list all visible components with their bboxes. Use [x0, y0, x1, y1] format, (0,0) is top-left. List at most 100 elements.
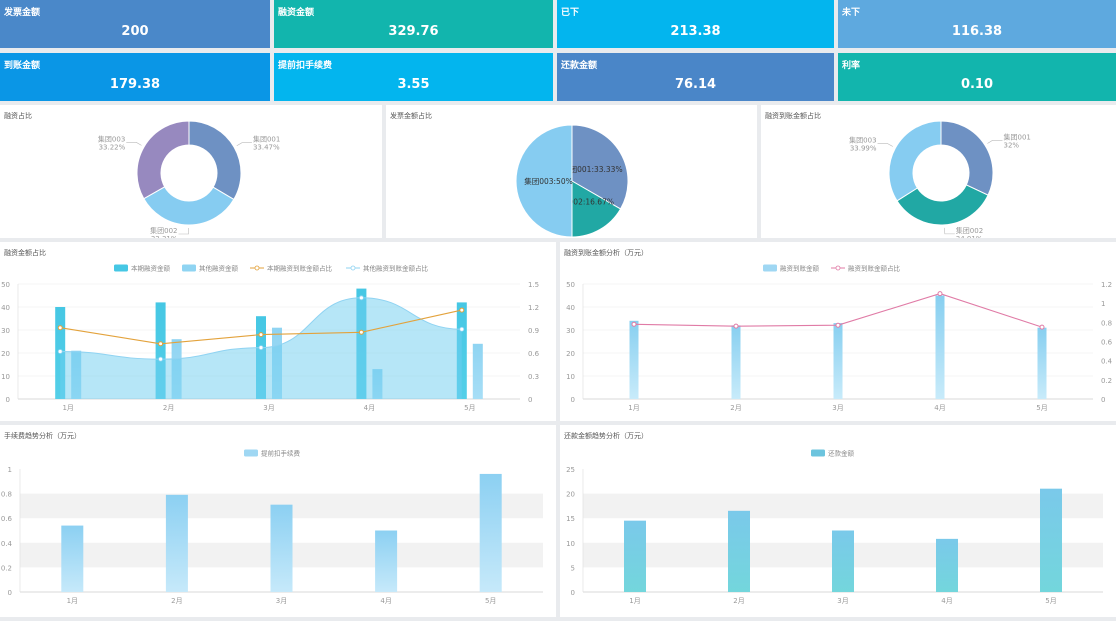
y-tick-label: 0.2 [1, 564, 12, 572]
x-tick-label: 3月 [263, 404, 274, 412]
y2-tick-label: 1.5 [528, 281, 539, 289]
label-line [236, 142, 252, 146]
line-point [1039, 324, 1045, 330]
y-tick-label: 0.8 [1, 491, 12, 499]
pie-slice [571, 180, 622, 238]
pie-slice [940, 120, 994, 196]
legend-label: 其他融资金额 [199, 264, 239, 273]
bar [624, 520, 646, 592]
x-tick-label: 4月 [364, 404, 375, 412]
bar [375, 530, 398, 592]
kpi-label: 发票金额 [4, 8, 41, 18]
y-tick-label: 0.4 [1, 540, 13, 548]
y2-tick-label: 1.2 [528, 304, 539, 312]
label-line [877, 143, 893, 147]
bar [61, 525, 84, 592]
kpi-label: 提前扣手续费 [278, 61, 333, 71]
slice-name: 集团001 [253, 135, 280, 144]
y-tick-label: 0 [6, 396, 10, 404]
slice-name: 集团002 [956, 226, 983, 235]
legend-label: 本期融资到账金额占比 [267, 264, 333, 273]
label-line [126, 142, 142, 146]
kpi-card: 还款金额 76.14 [557, 53, 834, 101]
kpi-label: 还款金额 [561, 61, 598, 71]
legend-label: 本期融资金额 [131, 264, 171, 273]
pie-slice [515, 124, 573, 238]
kpi-label: 融资金额 [278, 8, 315, 18]
pie-slice [136, 120, 190, 200]
pie-slice [888, 120, 942, 202]
slice-label: 32% [1004, 141, 1020, 149]
kpi-card: 利率 0.10 [838, 53, 1116, 101]
chart-title: 融资占比 [4, 112, 32, 120]
legend-label: 融资到账金额 [780, 264, 820, 273]
y2-tick-label: 0 [1101, 396, 1105, 404]
x-tick-label: 5月 [464, 404, 475, 412]
legend-label: 提前扣手续费 [261, 449, 301, 458]
label-line [178, 227, 189, 235]
bar [629, 320, 639, 399]
x-tick-label: 2月 [163, 404, 174, 412]
area-point [57, 349, 63, 354]
bar [472, 343, 483, 399]
grid-band [583, 493, 1103, 519]
y-tick-label: 0 [571, 589, 575, 597]
kpi-card: 未下 116.38 [838, 0, 1116, 48]
y2-tick-label: 0 [528, 396, 532, 404]
x-tick-label: 3月 [276, 597, 287, 605]
legend-swatch [763, 264, 777, 272]
pie-slice [896, 184, 989, 226]
line-point [459, 307, 465, 313]
y2-tick-label: 1 [1101, 300, 1105, 308]
slice-label: 集团001:33.33% [562, 164, 622, 174]
kpi-value: 3.55 [397, 77, 430, 92]
chart-title: 手续费趋势分析（万元） [4, 432, 81, 440]
fee-trend-bar-chart: 0 0.2 0.4 0.6 0.8 1 1月 2月 3月 4月 5月 提前扣手续费 [1, 449, 543, 605]
legend-swatch [114, 264, 128, 272]
y-tick-label: 10 [566, 373, 575, 381]
slice-label: 33.31% [151, 235, 178, 238]
y-tick-label: 40 [566, 304, 575, 312]
line-point [835, 322, 841, 328]
x-tick-label: 1月 [628, 404, 639, 412]
financing-amount-combo-chart: 0 10 20 30 40 50 0 0.3 0.6 0.9 1.2 1.5 1月 2月 3月 4月 5月 本期融… [1, 264, 540, 413]
legend-label: 融资到账金额占比 [848, 264, 901, 273]
bar [936, 538, 958, 592]
slice-label: 集团003:50% [524, 176, 573, 186]
y-tick-label: 50 [566, 281, 575, 289]
bar [270, 504, 293, 592]
bar [155, 302, 166, 399]
legend-label: 其他融资到账金额占比 [363, 264, 429, 273]
invoice-share-pie-chart: 集团001:33.33% 集团002:16.67% 集团003:50% [515, 124, 629, 238]
received-analysis-combo-chart: 0 10 20 30 40 50 0 0.2 0.4 0.6 0.8 1 1.2 1月 2月 3月 4月 5月 融资… [566, 264, 1113, 413]
legend-swatch [182, 264, 196, 272]
repayment-trend-panel: 还款金额趋势分析（万元） 0 5 10 15 20 25 1月 2月 3月 4月 5月 还款金额 [560, 425, 1116, 617]
bar [731, 325, 741, 399]
area-point [158, 356, 164, 362]
x-tick-label: 1月 [67, 597, 78, 605]
bar [935, 295, 945, 399]
x-tick-label: 2月 [730, 404, 741, 412]
chart-title: 还款金额趋势分析（万元） [564, 432, 648, 440]
x-tick-label: 1月 [62, 404, 73, 412]
y-tick-label: 40 [1, 304, 10, 312]
kpi-value: 213.38 [670, 24, 721, 39]
slice-name: 集团002 [150, 226, 177, 235]
slice-name: 集团003 [98, 134, 125, 143]
slice-name: 集团003 [849, 136, 876, 145]
slice-label: 33.47% [253, 144, 280, 152]
x-tick-label: 5月 [485, 597, 496, 605]
line-point [937, 291, 943, 297]
area-point [258, 345, 264, 351]
x-tick-label: 5月 [1036, 404, 1047, 412]
y-tick-label: 10 [1, 373, 10, 381]
y-tick-label: 50 [1, 281, 10, 289]
slice-name: 集团001 [1004, 132, 1031, 141]
y2-tick-label: 0.3 [528, 373, 539, 381]
y-tick-label: 20 [1, 350, 10, 358]
label-line [944, 227, 955, 235]
kpi-value: 179.38 [109, 77, 161, 92]
kpi-card: 融资金额 329.76 [274, 0, 553, 48]
x-tick-label: 2月 [733, 597, 744, 605]
